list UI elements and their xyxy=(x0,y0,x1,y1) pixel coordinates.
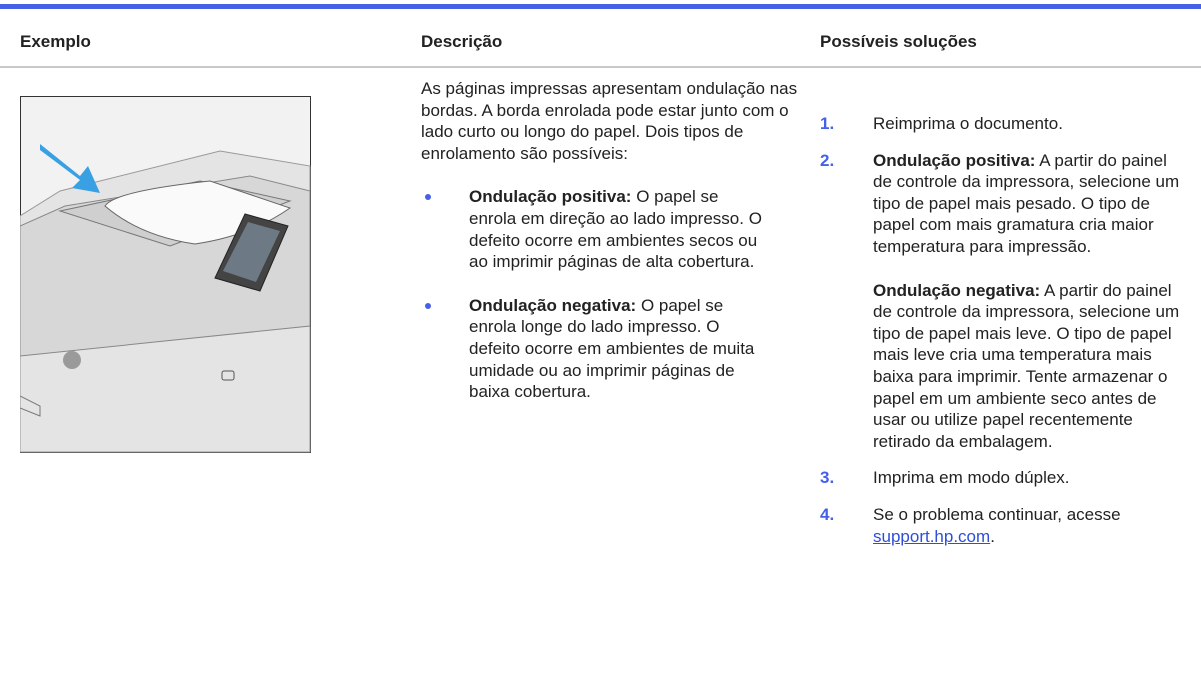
text: A partir do painel de controle da impres… xyxy=(873,150,1180,256)
solution: 4. Se o problema continuar, acesse suppo… xyxy=(820,504,1190,547)
description: As páginas impressas apresentam ondulaçã… xyxy=(421,78,806,425)
screen xyxy=(223,222,280,282)
bullet: Ondulação positiva: O papel se enrola em… xyxy=(421,186,769,272)
paragraph: Ondulação positiva: A partir do painel d… xyxy=(873,150,1190,258)
header-cell: Possíveis soluções xyxy=(820,32,977,51)
example-image xyxy=(20,96,311,453)
link[interactable]: support.hp.com xyxy=(873,526,991,546)
intro: As páginas impressas apresentam ondulaçã… xyxy=(421,79,798,163)
solution: 2. Ondulação positiva: A partir do paine… xyxy=(820,150,1190,453)
text: A partir do painel de controle da impres… xyxy=(873,280,1180,451)
paragraph: Reimprima o documento. xyxy=(873,114,1063,133)
number: 2. xyxy=(820,150,835,170)
header-separator xyxy=(0,66,1201,68)
bullet: Ondulação negativa: O papel se enrola lo… xyxy=(421,295,774,403)
arrow xyxy=(40,144,100,193)
bullet-text: O papel se enrola longe do lado impresso… xyxy=(469,295,755,402)
bullet-list: Ondulação positiva: O papel se enrola em… xyxy=(421,186,806,402)
paragraph: Imprima em modo dúplex. xyxy=(873,468,1070,488)
suffix: . xyxy=(990,526,995,546)
text: Se o problema continuar, acesse xyxy=(873,504,1121,524)
tray-edge xyxy=(20,395,41,417)
top-rule xyxy=(0,4,1201,9)
bullet-text: O papel se enrola em direção ao lado imp… xyxy=(469,187,762,272)
button xyxy=(221,370,235,381)
bullet-label: Ondulação negativa: xyxy=(469,295,637,315)
number: 1. xyxy=(820,114,835,133)
number: 4. xyxy=(820,504,835,524)
logo xyxy=(63,351,81,369)
paragraph: Ondulação negativa: A partir do painel d… xyxy=(873,280,1190,453)
header-cell: Exemplo xyxy=(20,32,91,51)
paragraph: Se o problema continuar, acesse support.… xyxy=(873,504,1190,547)
solutions: 1. Reimprima o documento. 2. Ondulação p… xyxy=(820,113,1190,562)
solution: 3. Imprima em modo dúplex. xyxy=(820,467,1190,489)
bullet-label: Ondulação positiva: xyxy=(469,187,632,207)
label: Ondulação positiva: xyxy=(873,150,1036,170)
number: 3. xyxy=(820,468,835,488)
label: Ondulação negativa: xyxy=(873,280,1041,300)
header-cell: Descrição xyxy=(421,32,503,51)
solution: 1. Reimprima o documento. xyxy=(820,113,1190,135)
